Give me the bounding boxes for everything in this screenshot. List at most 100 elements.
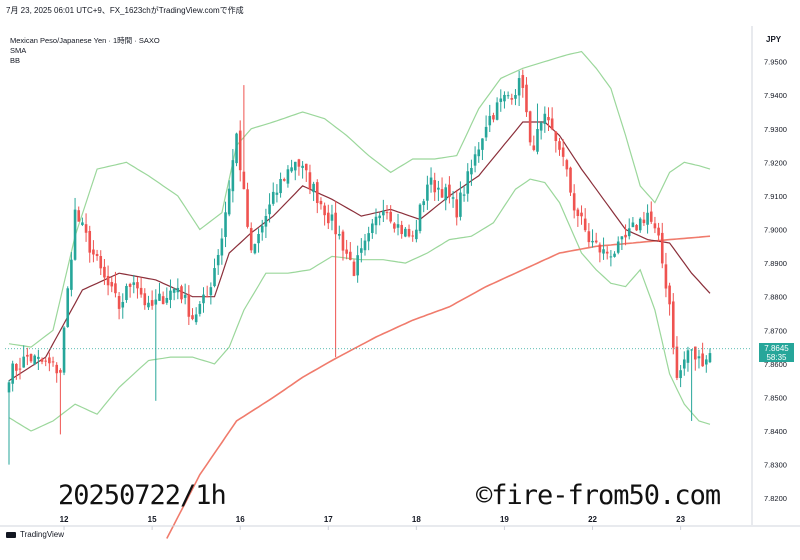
candle xyxy=(194,307,198,325)
candle-body xyxy=(73,209,77,260)
candle xyxy=(371,218,374,239)
candle xyxy=(271,182,275,206)
candle-body xyxy=(444,187,448,201)
candle xyxy=(374,208,378,235)
candle xyxy=(260,219,264,241)
candle xyxy=(418,203,422,234)
candle-body xyxy=(481,138,484,150)
candle-body xyxy=(495,102,499,120)
candle-body xyxy=(242,171,246,190)
candle-body xyxy=(558,141,561,150)
candle xyxy=(598,242,602,263)
candle-body xyxy=(679,370,682,379)
candle xyxy=(117,291,121,320)
candle-body xyxy=(51,361,55,363)
candle-body xyxy=(290,167,293,172)
candle xyxy=(264,208,268,238)
symbol-legend[interactable]: Mexican Peso/Japanese Yen · 1時間 · SAXO xyxy=(10,36,160,45)
candle-body xyxy=(282,179,286,181)
candle-body xyxy=(235,133,238,164)
candle-body xyxy=(40,358,44,362)
candle-body xyxy=(525,84,528,113)
candle-body xyxy=(506,95,510,97)
candle-body xyxy=(455,199,459,218)
candle-body xyxy=(675,346,679,378)
candle xyxy=(172,287,176,301)
candle xyxy=(668,282,671,316)
candle-body xyxy=(547,117,550,121)
candle-body xyxy=(426,184,429,201)
candle-body xyxy=(437,187,440,190)
candle-body xyxy=(349,251,352,260)
candle-body xyxy=(569,167,572,193)
candle-body xyxy=(594,240,598,243)
candle xyxy=(62,326,66,376)
candle-body xyxy=(477,149,481,157)
candle-body xyxy=(510,98,514,100)
candle-body xyxy=(561,147,565,157)
candle xyxy=(161,291,165,305)
candle xyxy=(180,284,183,304)
tradingview-logo[interactable]: TradingView xyxy=(6,530,64,539)
candle-body xyxy=(187,294,191,317)
candle-body xyxy=(66,288,70,327)
indicator-sma-label[interactable]: SMA xyxy=(10,46,27,55)
candle xyxy=(88,225,92,263)
candle xyxy=(635,223,638,232)
candle xyxy=(191,308,194,321)
candle-body xyxy=(11,363,14,384)
currency-label: JPY xyxy=(766,35,782,44)
candle-body xyxy=(668,285,671,305)
moving-averages xyxy=(8,121,711,539)
candle-body xyxy=(473,154,477,166)
candle xyxy=(657,222,660,242)
candle-body xyxy=(198,304,202,314)
candle xyxy=(11,360,14,392)
candle xyxy=(697,349,701,369)
price-tick-label: 7.9400 xyxy=(764,91,787,100)
candle-body xyxy=(18,368,22,370)
candle xyxy=(609,250,613,267)
candle xyxy=(466,163,470,202)
candle xyxy=(470,159,473,186)
candle-body xyxy=(635,225,638,231)
candle-body xyxy=(26,354,29,357)
time-tick-label: 17 xyxy=(324,515,333,524)
price-tick-label: 7.9100 xyxy=(764,192,787,201)
candle xyxy=(708,348,712,364)
candle-body xyxy=(209,287,213,296)
candle-body xyxy=(646,212,649,225)
candle-body xyxy=(616,241,620,253)
candle-body xyxy=(297,159,301,167)
candle-body xyxy=(701,353,704,367)
candle xyxy=(580,205,583,225)
indicator-bb-label[interactable]: BB xyxy=(10,56,21,65)
candle-body xyxy=(448,184,451,197)
candle-body xyxy=(319,200,323,205)
tradingview-logo-text: TradingView xyxy=(20,530,65,539)
candle xyxy=(550,107,554,131)
candle xyxy=(37,349,40,371)
candle xyxy=(396,213,400,236)
candle xyxy=(106,265,110,296)
candle xyxy=(649,201,653,224)
candle-body xyxy=(532,145,536,150)
candle xyxy=(183,283,187,305)
candle xyxy=(121,293,125,319)
candle xyxy=(638,217,642,233)
price-tick-label: 7.8500 xyxy=(764,393,787,402)
candle xyxy=(539,121,543,140)
time-tick-label: 19 xyxy=(500,515,509,524)
candle xyxy=(488,104,492,133)
candle xyxy=(238,120,242,182)
candle-body xyxy=(147,302,150,308)
candle xyxy=(352,259,356,277)
time-tick-label: 18 xyxy=(412,515,421,524)
candle xyxy=(92,240,95,263)
candle xyxy=(363,233,367,256)
candle-body xyxy=(576,209,580,217)
candle-body xyxy=(55,364,59,374)
candle xyxy=(128,282,132,298)
candle xyxy=(565,158,569,177)
